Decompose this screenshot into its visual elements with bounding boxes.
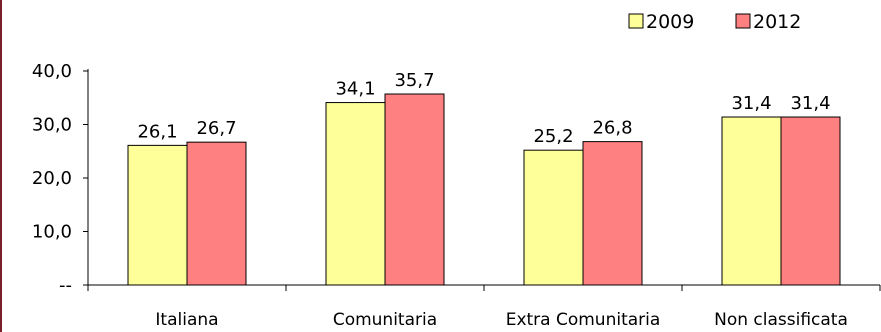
bar-2012-2: [582, 141, 643, 286]
data-label: 35,7: [394, 70, 434, 91]
bar-2012-0: [186, 141, 247, 286]
x-category-label: Extra Comunitaria: [506, 310, 661, 330]
data-label: 34,1: [335, 79, 375, 100]
y-tick-label: 40,0: [32, 61, 72, 82]
y-tick-label: 20,0: [32, 168, 72, 189]
bar-2012-3: [780, 116, 841, 286]
legend-swatch-2009: [628, 13, 644, 29]
y-tick-label: 10,0: [32, 222, 72, 243]
y-tick-label: 30,0: [32, 115, 72, 136]
x-category-label: Comunitaria: [333, 310, 437, 330]
x-category-label: Non classificata: [714, 310, 848, 330]
x-category-label: Italiana: [155, 310, 218, 330]
data-label: 26,7: [196, 118, 236, 139]
legend-swatch-2012: [735, 13, 751, 29]
bar-2009-1: [325, 102, 386, 286]
legend-label: 2009: [646, 11, 694, 33]
bar-2012-1: [384, 93, 445, 286]
data-label: 31,4: [790, 93, 830, 114]
y-tick-label: --: [59, 275, 72, 296]
bar-2009-0: [127, 144, 188, 286]
data-label: 26,1: [137, 121, 177, 142]
bar-2009-3: [721, 116, 782, 286]
data-label: 26,8: [592, 118, 632, 139]
data-label: 31,4: [731, 93, 771, 114]
bar-2009-2: [523, 149, 584, 286]
legend-label: 2012: [753, 11, 801, 33]
data-label: 25,2: [533, 126, 573, 147]
